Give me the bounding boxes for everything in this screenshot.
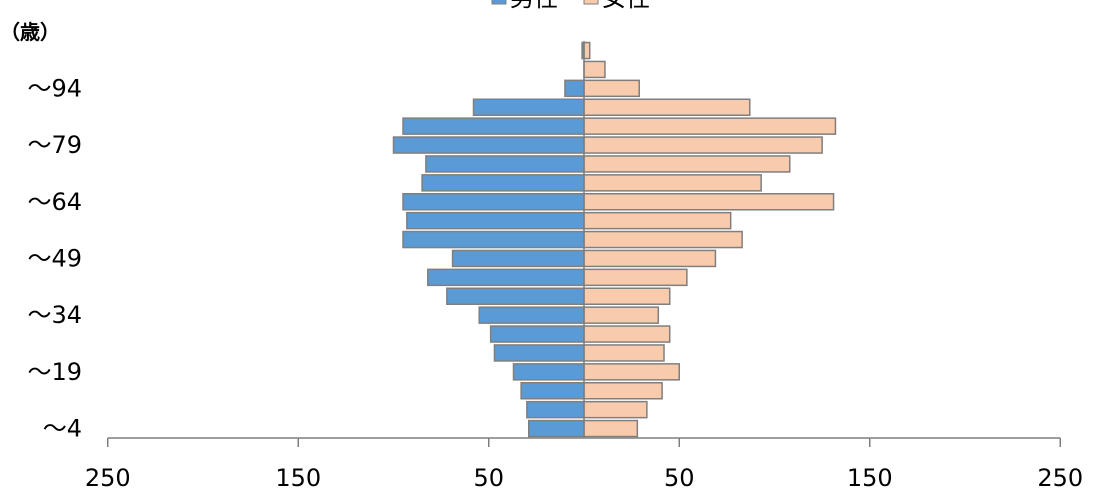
y-axis-unit-label: （歳） xyxy=(0,20,60,44)
x-tick-label: 50 xyxy=(664,464,695,492)
bar-female-10-14 xyxy=(583,382,663,400)
bar-female-75-79 xyxy=(583,136,823,154)
x-tick-label: 50 xyxy=(473,464,504,492)
bar-male-50-54 xyxy=(402,230,585,249)
legend-swatch-female xyxy=(583,0,599,5)
bar-female-30-34 xyxy=(583,306,660,324)
bar-female-20-24 xyxy=(583,344,665,362)
bar-female-95-99 xyxy=(583,60,606,79)
bar-male-55-59 xyxy=(406,211,585,230)
bar-male-45-49 xyxy=(451,249,585,268)
x-tick-label: 250 xyxy=(1037,464,1083,492)
y-tick-label: ～49 xyxy=(27,244,82,272)
legend-label-female: 女性 xyxy=(602,0,650,12)
bar-male-40-44 xyxy=(427,268,585,287)
bar-male-35-39 xyxy=(446,287,585,305)
x-tick-label: 150 xyxy=(275,464,321,492)
bar-female-100+ xyxy=(583,41,591,60)
x-tick-label: 150 xyxy=(847,464,893,492)
y-tick-label: ～4 xyxy=(43,415,82,443)
bar-female-15-19 xyxy=(583,363,680,381)
bar-male-15-19 xyxy=(512,363,585,381)
bar-male-10-14 xyxy=(520,382,585,400)
bar-female-5-9 xyxy=(583,400,648,419)
bar-male-75-79 xyxy=(392,136,585,154)
axes xyxy=(107,41,1061,447)
x-tick-labels: 250 150 50 50 150 250 xyxy=(85,464,1083,492)
y-tick-label: ～34 xyxy=(27,301,82,329)
bar-male-60-64 xyxy=(402,193,585,211)
legend-swatch-male xyxy=(491,0,507,5)
bar-female-65-69 xyxy=(583,174,762,192)
bar-female-40-44 xyxy=(583,268,688,287)
y-tick-label: ～64 xyxy=(27,188,82,216)
legend: 男性 女性 xyxy=(491,0,650,12)
bar-male-0-4 xyxy=(528,419,585,438)
bar-male-70-74 xyxy=(425,155,585,173)
bar-male-25-29 xyxy=(489,325,585,343)
y-tick-labels: ～4 ～19 ～34 ～49 ～64 ～79 ～94 xyxy=(27,74,82,442)
bar-female-55-59 xyxy=(583,211,732,230)
bar-male-80-84 xyxy=(402,117,585,135)
bar-female-90-94 xyxy=(583,79,640,98)
bar-male-85-89 xyxy=(472,98,585,116)
bar-male-20-24 xyxy=(493,344,585,362)
y-tick-label: ～79 xyxy=(27,131,82,159)
bar-female-35-39 xyxy=(583,287,671,305)
bar-female-80-84 xyxy=(583,117,837,135)
bar-female-70-74 xyxy=(583,155,791,173)
bar-male-65-69 xyxy=(421,174,585,192)
y-tick-label: ～19 xyxy=(27,358,82,386)
bar-female-60-64 xyxy=(583,193,835,211)
bar-male-30-34 xyxy=(478,306,585,324)
bar-female-0-4 xyxy=(583,419,639,438)
x-tick-label: 250 xyxy=(85,464,131,492)
y-tick-label: ～94 xyxy=(27,74,82,102)
bar-male-5-9 xyxy=(526,400,585,419)
bar-male-90-94 xyxy=(564,79,585,98)
bar-female-85-89 xyxy=(583,98,751,116)
bar-female-50-54 xyxy=(583,230,743,249)
legend-label-male: 男性 xyxy=(510,0,558,12)
bar-female-45-49 xyxy=(583,249,717,268)
bar-female-25-29 xyxy=(583,325,671,343)
bars xyxy=(392,41,837,438)
